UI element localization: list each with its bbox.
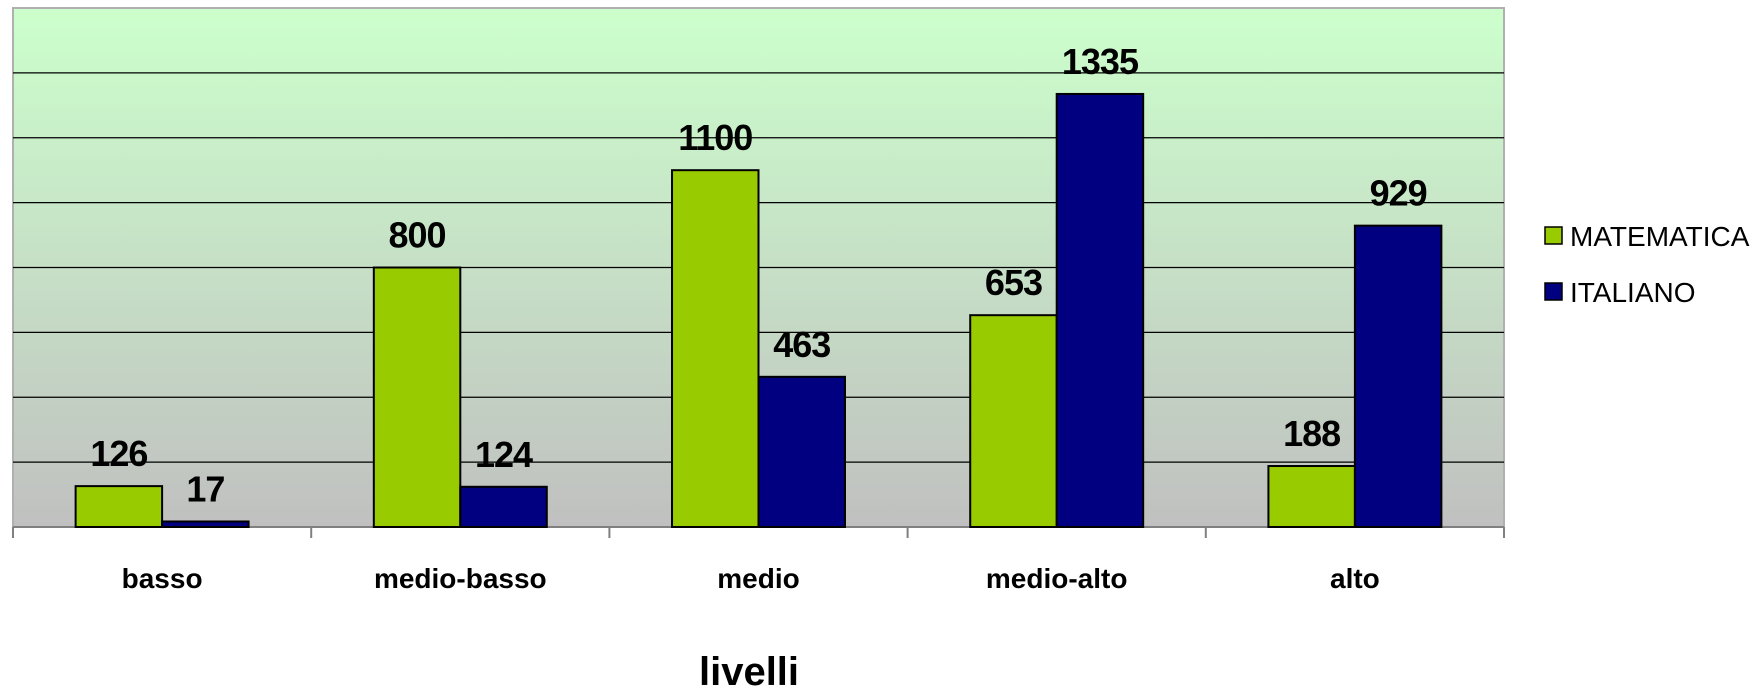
data-label: 188 xyxy=(1283,413,1340,454)
legend-label: MATEMATICA xyxy=(1570,221,1750,252)
bar-italiano-medio-basso xyxy=(459,485,548,528)
bar-matematica-medio-basso xyxy=(372,266,462,528)
data-label: 1100 xyxy=(678,117,752,158)
bar-italiano-basso xyxy=(161,520,250,528)
bar-italiano-medio-alto xyxy=(1055,92,1145,528)
data-label: 124 xyxy=(475,434,533,475)
x-axis xyxy=(12,526,1505,538)
category-label: alto xyxy=(1330,563,1380,594)
bar-matematica-basso xyxy=(74,485,164,529)
bar-italiano-medio xyxy=(757,375,846,528)
data-label: 463 xyxy=(773,324,830,365)
x-axis-title: livelli xyxy=(699,650,799,690)
legend-label: ITALIANO xyxy=(1570,277,1696,308)
bar-matematica-medio xyxy=(671,169,760,528)
data-label: 653 xyxy=(985,262,1042,303)
category-label: medio xyxy=(717,563,799,594)
category-label: medio-alto xyxy=(986,563,1128,594)
bars xyxy=(74,92,1443,529)
category-labels: basso medio-basso medio medio-alto alto xyxy=(122,563,1380,594)
legend-swatch xyxy=(1544,226,1563,245)
bar-matematica-medio-alto xyxy=(969,314,1058,529)
legend: MATEMATICA ITALIANO xyxy=(1544,221,1750,308)
data-label: 929 xyxy=(1370,173,1427,214)
data-label: 800 xyxy=(389,215,446,256)
data-labels: 126 800 1100 653 188 17 124 463 1335 929 xyxy=(90,41,1427,510)
category-label: medio-basso xyxy=(374,563,547,594)
legend-swatch xyxy=(1544,282,1563,301)
bar-italiano-alto xyxy=(1353,224,1443,528)
data-label: 17 xyxy=(186,468,224,509)
data-label: 126 xyxy=(90,433,147,474)
bar-matematica-alto xyxy=(1267,465,1356,528)
category-label: basso xyxy=(122,563,203,594)
data-label: 1335 xyxy=(1062,41,1139,82)
